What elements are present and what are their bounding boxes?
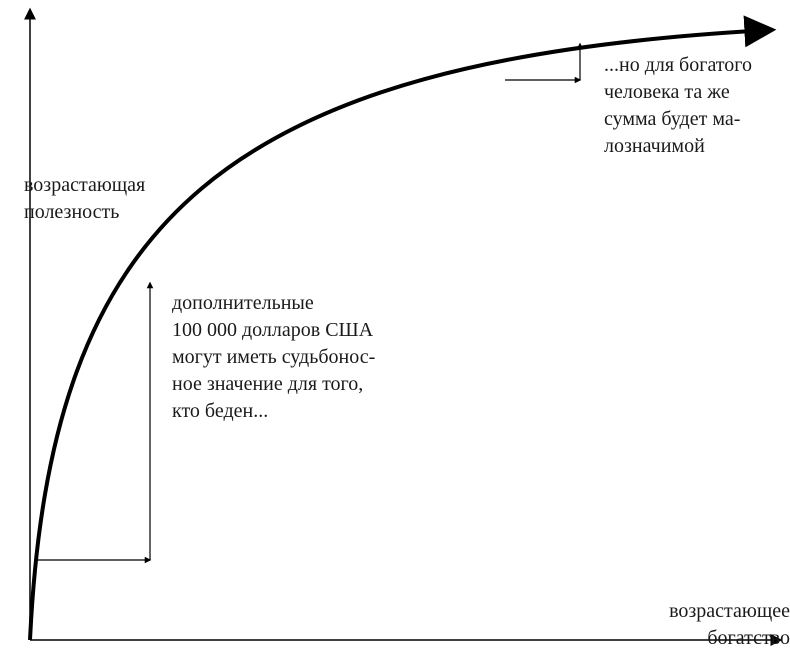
rich-annotation: ...но для богатого человека та же сумма …: [604, 52, 784, 160]
x-axis-label: возрастающее богатство: [640, 598, 790, 652]
poor-annotation: дополнительные 100 000 долларов США могу…: [172, 290, 452, 425]
utility-wealth-diagram: возрастающая полезность возрастающее бог…: [0, 0, 790, 663]
y-axis-label: возрастающая полезность: [24, 172, 204, 226]
